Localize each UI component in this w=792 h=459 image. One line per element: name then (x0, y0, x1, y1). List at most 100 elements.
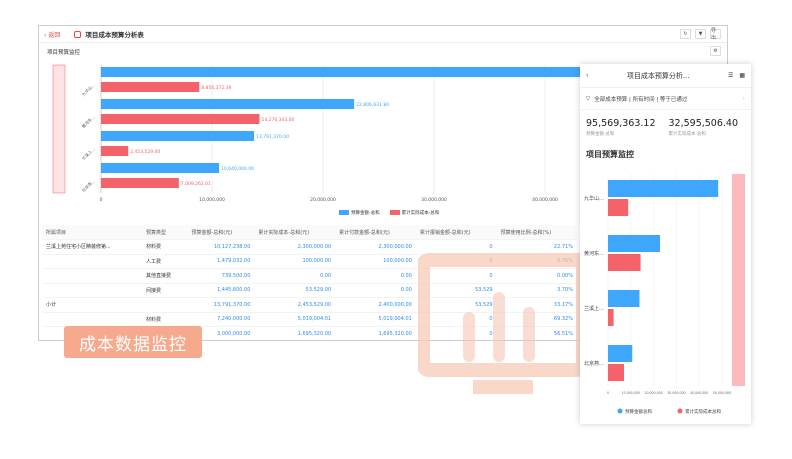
table-row: 间接费 1,445,600.00 53,529.00 0.00 53,529 3.70% (42, 283, 577, 298)
legend-dot-actual (677, 408, 683, 414)
table-cell: 0 (415, 326, 497, 340)
y-tick-label: 九华山… (80, 81, 96, 97)
data-label: 2,453,529.00 (130, 149, 160, 155)
table-cell: 0.00% (496, 268, 577, 284)
kpi-value: 32,595,506.40 (668, 118, 739, 129)
promo-badge: 成本数据监控 (64, 326, 202, 358)
export-button[interactable]: 导出 (710, 28, 721, 41)
table-cell: 5,019,004.01 (335, 312, 416, 327)
filter-text: 全部成本预算 | 所有时间 | 等于已通过 (594, 96, 688, 103)
table-cell (42, 283, 143, 298)
table-icon[interactable]: ▦ (739, 72, 745, 79)
table-cell: 0.00 (335, 268, 416, 284)
x-tick-label: 0 (607, 391, 609, 395)
legend-label: 预算金额总和 (625, 408, 652, 415)
y-tick-label: 九华山… (584, 195, 604, 202)
section-title: 项目预算监控 (47, 50, 81, 56)
data-table: 所属项目 预算类型 预算金额-总和(元) 累计实际成本-总和(元) 累计付款金额-总和(… (42, 225, 577, 340)
legend-budget[interactable]: 预算金额-总和 (339, 210, 380, 216)
budget-bar-chart: 0 10,000,000 20,000,000 30,000,000 40,000,00… (52, 64, 638, 203)
table-cell: 小计 (42, 297, 143, 313)
y-tick-label: 北京燕… (584, 360, 604, 367)
x-tick-label: 10,000,000 (622, 391, 640, 395)
table-cell: 0.00 (254, 268, 336, 284)
legend-actual[interactable]: 累计实际成本-总和 (389, 210, 440, 216)
table-cell: 3.70% (496, 283, 577, 298)
table-cell: 3,000,000.00 (187, 326, 255, 340)
table-cell: 兰溪上苑住宅小区精装修第... (42, 239, 143, 255)
filter-bar[interactable]: ▽ 全部成本预算 | 所有时间 | 等于已通过 › (580, 88, 751, 110)
legend-dot-budget (617, 408, 623, 414)
mobile-title: 项目成本预算分析... (626, 71, 690, 80)
column-header[interactable]: 累计报销金额-总和(元) (415, 225, 497, 240)
column-header[interactable]: 预算类型 (142, 225, 188, 240)
bar-budget (608, 235, 660, 252)
table-row: 其他直接费 739,500.00 0.00 0.00 0 0.00% (42, 268, 577, 284)
zoom-slider (732, 174, 745, 386)
chart-legend: 预算金额-总和 累计实际成本-总和 (339, 210, 439, 216)
table-cell: 1,695,320.00 (335, 326, 416, 340)
x-tick-label: 40,000,000 (532, 197, 558, 203)
mobile-section-title: 项目预算监控 (586, 150, 634, 159)
x-tick-label: 30,000,000 (421, 197, 447, 203)
legend-label: 预算金额-总和 (351, 211, 380, 216)
list-icon[interactable]: ☰ (727, 72, 734, 79)
y-tick-label: 北京燕… (80, 177, 96, 193)
page-title: 项目成本预算分析表 (85, 31, 144, 39)
table-cell: 2,300,000.00 (254, 239, 336, 255)
legend-label: 累计实际成本-总和 (401, 211, 440, 216)
data-label: 13,791,370.00 (256, 134, 289, 140)
table-cell: 0.00 (335, 283, 416, 298)
column-header[interactable]: 累计付款金额-总和(元) (335, 225, 416, 240)
refresh-icon[interactable]: ↻ (680, 29, 691, 39)
bar-actual (101, 82, 200, 92)
bar-budget (101, 131, 255, 141)
kpi-actual: 32,595,506.40 累计实际成本·总和 (669, 118, 746, 137)
x-tick-label: 40,000,000 (690, 391, 708, 395)
table-cell: 材料费 (142, 312, 188, 327)
table-cell (42, 254, 143, 269)
table-cell: 间接费 (142, 283, 188, 298)
gear-icon[interactable]: ⚙ (710, 46, 721, 56)
table-cell: 材料费 (142, 239, 188, 255)
bar-actual (608, 364, 624, 381)
kpi-label: 预算金额·总和 (586, 132, 615, 137)
column-header[interactable]: 预算使用比例-总和(%) (496, 225, 577, 240)
table-cell (42, 312, 143, 327)
chevron-right-icon: › (742, 95, 745, 102)
y-tick-label: 兰溪上… (80, 145, 96, 161)
zoom-slider (52, 64, 66, 194)
table-cell: 0 (415, 312, 497, 327)
table-cell: 0 (415, 268, 497, 284)
table-row: 小计 13,791,370.00 2,453,529.00 2,400,000.00 5… (42, 297, 577, 313)
mobile-bar-chart: 0 10,000,000 20,000,000 30,000,000 40,000,00… (584, 174, 745, 415)
bar-actual (608, 254, 641, 271)
filter-icon[interactable]: ▼ (695, 29, 706, 39)
x-tick-label: 50,000,000 (713, 391, 731, 395)
table-cell: 10,127,238.00 (187, 239, 255, 255)
bar-budget (608, 180, 719, 197)
table-cell: 2,453,529.00 (254, 297, 336, 313)
filter-icon: ▽ (586, 95, 591, 102)
table-cell: 7,240,000.00 (187, 312, 255, 327)
back-button[interactable]: ‹ 返回 (44, 31, 61, 39)
bar-budget (608, 290, 640, 307)
bar-budget (101, 99, 355, 109)
bar-actual (101, 114, 260, 124)
data-label: 22,806,631.80 (356, 102, 389, 108)
bar-budget (608, 345, 633, 362)
column-header[interactable]: 预算金额-总和(元) (187, 225, 255, 240)
column-header[interactable]: 累计实际成本-总和(元) (254, 225, 336, 240)
bar-actual (608, 199, 629, 216)
kpi-value: 95,569,363.12 (586, 118, 656, 129)
data-label: 7,009,262.01 (181, 181, 211, 187)
table-cell: 1,445,600.00 (187, 283, 255, 298)
y-tick-label: 兰溪上… (584, 305, 604, 312)
y-tick-label: 黄河东… (584, 250, 604, 257)
table-cell (142, 297, 188, 313)
monitor-icon (418, 253, 588, 394)
table-cell: 739,500.00 (187, 268, 255, 284)
table-header-row: 所属项目 预算类型 预算金额-总和(元) 累计实际成本-总和(元) 累计付款金额-总和(… (42, 225, 577, 240)
column-header[interactable]: 所属项目 (42, 225, 143, 240)
back-icon[interactable]: ‹ (586, 72, 589, 79)
